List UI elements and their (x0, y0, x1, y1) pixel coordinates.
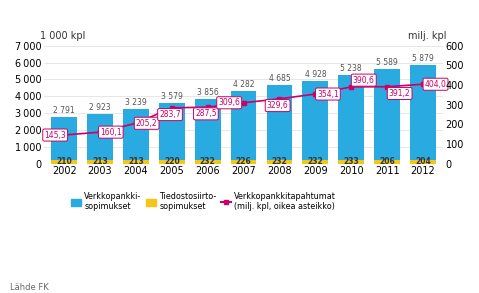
Text: 160,1: 160,1 (100, 128, 122, 137)
Bar (51, 117, 77, 163)
Bar (195, 160, 221, 163)
Text: 329,6: 329,6 (267, 101, 288, 110)
Bar (338, 160, 364, 163)
Text: 3 239: 3 239 (125, 98, 147, 107)
Bar (231, 91, 256, 163)
Text: 3 856: 3 856 (197, 88, 218, 97)
Bar (266, 85, 292, 163)
Text: 232: 232 (200, 157, 216, 166)
Text: 309,6: 309,6 (218, 98, 240, 107)
Text: 404,0: 404,0 (424, 80, 446, 89)
Text: 5 879: 5 879 (412, 54, 434, 63)
Bar (231, 160, 256, 163)
Bar (374, 160, 400, 163)
Text: 390,6: 390,6 (353, 76, 375, 85)
Text: 213: 213 (128, 157, 144, 166)
Text: 2 923: 2 923 (89, 103, 111, 112)
Text: 210: 210 (56, 157, 72, 166)
Text: milj. kpl: milj. kpl (408, 31, 447, 41)
Text: 4 928: 4 928 (305, 70, 326, 79)
Bar (302, 160, 328, 163)
Bar (51, 160, 77, 163)
Bar (159, 160, 185, 163)
Bar (410, 160, 436, 163)
Text: 206: 206 (379, 157, 395, 166)
Text: 391,2: 391,2 (389, 89, 411, 98)
Text: 220: 220 (164, 157, 180, 166)
Text: 213: 213 (92, 157, 108, 166)
Bar (159, 103, 185, 163)
Text: 1 000 kpl: 1 000 kpl (40, 31, 86, 41)
Text: 205,2: 205,2 (136, 119, 158, 128)
Text: 354,1: 354,1 (317, 90, 339, 98)
Text: 5 238: 5 238 (341, 64, 362, 73)
Bar (338, 75, 364, 163)
Bar (302, 81, 328, 163)
Text: 145,3: 145,3 (44, 131, 66, 139)
Text: 232: 232 (272, 157, 287, 166)
Legend: Verkkopankki-
sopimukset, Tiedostosiirto-
sopimukset, Verkkopankkitapahtumat
(mi: Verkkopankki- sopimukset, Tiedostosiirto… (68, 189, 339, 215)
Text: 2 791: 2 791 (53, 105, 75, 115)
Text: 4 685: 4 685 (269, 74, 290, 83)
Bar (195, 99, 221, 163)
Bar (266, 160, 292, 163)
Text: 287,5: 287,5 (195, 109, 217, 118)
Text: 283,7: 283,7 (159, 108, 181, 119)
Text: 233: 233 (343, 157, 359, 166)
Text: 204: 204 (415, 157, 431, 166)
Text: 3 579: 3 579 (161, 92, 182, 101)
Bar (123, 160, 149, 163)
Bar (87, 114, 113, 163)
Bar (410, 65, 436, 163)
Bar (87, 160, 113, 163)
Text: 4 282: 4 282 (233, 81, 254, 89)
Text: 5 589: 5 589 (376, 59, 398, 67)
Bar (123, 109, 149, 163)
Text: 226: 226 (236, 157, 251, 166)
Text: Lähde FK: Lähde FK (10, 282, 48, 292)
Text: 232: 232 (308, 157, 323, 166)
Bar (374, 69, 400, 163)
